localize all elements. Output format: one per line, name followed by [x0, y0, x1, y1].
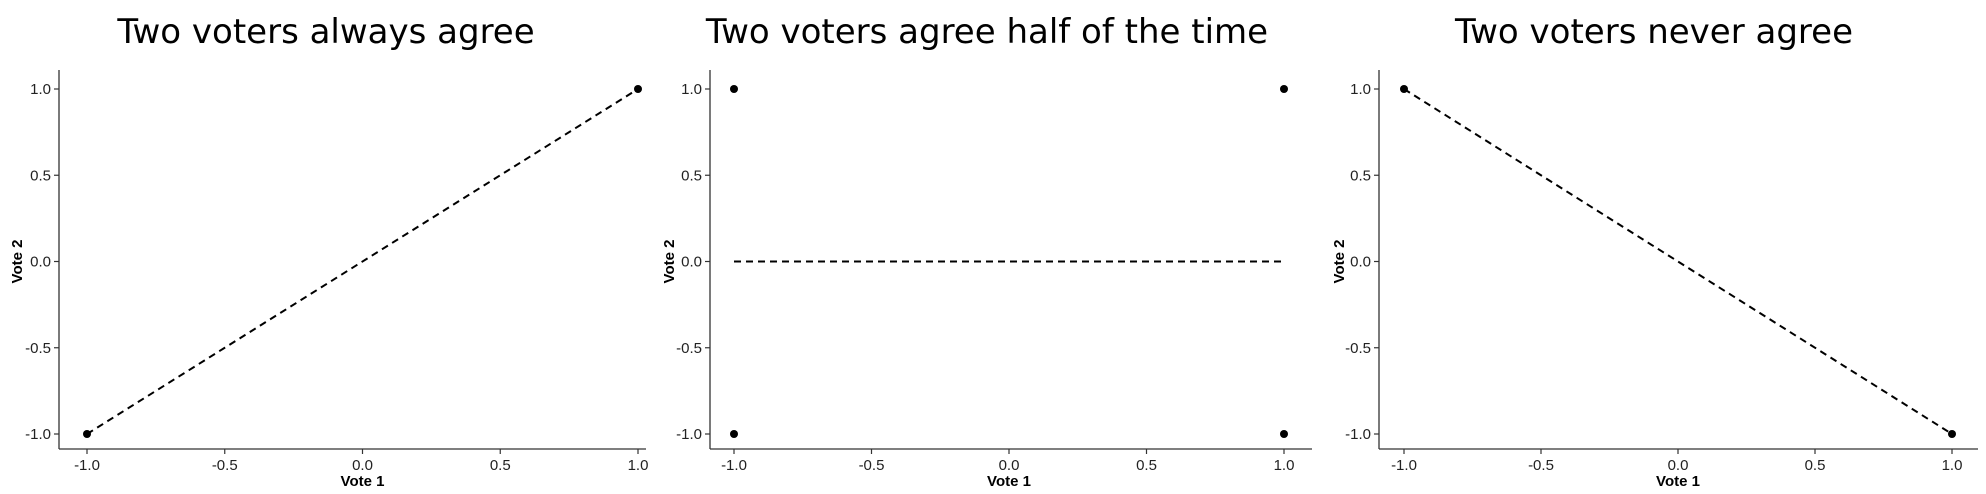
data-point	[730, 430, 738, 438]
x-axis-title: Vote 1	[987, 473, 1031, 490]
y-tick-label: 0.0	[30, 254, 51, 271]
x-tick-label: -0.5	[859, 457, 885, 474]
data-point	[1280, 85, 1288, 93]
y-tick-label: -0.5	[676, 340, 702, 357]
data-point	[730, 85, 738, 93]
x-axis-title: Vote 1	[1656, 473, 1700, 490]
chart-title: Two voters agree half of the time	[705, 12, 1269, 52]
x-tick-label: 0.0	[1668, 457, 1689, 474]
x-tick-label: 1.0	[1942, 457, 1963, 474]
scatter-plot: -1.0 -0.5 0.0 0.5 1.0 -1.0 -0.5 0.0 0.5 1.0 Vote 1…	[1331, 70, 1978, 490]
x-tick-label: 0.5	[1805, 457, 1826, 474]
y-tick-label: -0.5	[25, 340, 51, 357]
y-tick-label: -1.0	[25, 426, 51, 443]
x-tick-label: 0.0	[999, 457, 1020, 474]
chart-title: Two voters always agree	[117, 12, 535, 52]
dashed-fit-line	[1403, 88, 1953, 435]
data-point	[634, 85, 642, 93]
y-axis-title: Vote 2	[661, 240, 678, 284]
x-tick-label: 0.5	[1136, 457, 1157, 474]
y-axis-title: Vote 2	[1331, 240, 1348, 284]
data-point	[1400, 85, 1408, 93]
dashed-fit-line	[86, 88, 639, 435]
x-tick-label: 1.0	[1274, 457, 1295, 474]
data-point	[1948, 430, 1956, 438]
scatter-plot: -1.0 -0.5 0.0 0.5 1.0 -1.0 -0.5 0.0 0.5 1.0 Vote 1…	[661, 70, 1312, 490]
data-point	[83, 430, 91, 438]
y-tick-label: 1.0	[30, 81, 51, 98]
x-tick-label: -0.5	[212, 457, 238, 474]
y-tick-label: 1.0	[681, 81, 702, 98]
x-axis-title: Vote 1	[341, 473, 385, 490]
y-tick-label: -0.5	[1345, 340, 1371, 357]
y-axis-title: Vote 2	[9, 240, 26, 284]
chart-panel-always-agree: Two voters always agree -1.0 -0.5 0.0 0.5 1.…	[0, 0, 652, 494]
x-tick-label: 0.5	[490, 457, 511, 474]
y-tick-label: -1.0	[1345, 426, 1371, 443]
chart-title: Two voters never agree	[1454, 12, 1853, 52]
x-tick-label: -0.5	[1528, 457, 1554, 474]
x-tick-label: -1.0	[721, 457, 747, 474]
y-tick-label: 0.5	[1350, 167, 1371, 184]
x-tick-label: -1.0	[1391, 457, 1417, 474]
x-tick-label: 1.0	[628, 457, 649, 474]
y-tick-label: 0.0	[681, 254, 702, 271]
scatter-plot: -1.0 -0.5 0.0 0.5 1.0 -1.0 -0.5 0.0 0.5 1.0 Vote 1…	[9, 70, 649, 490]
y-tick-label: 0.0	[1350, 254, 1371, 271]
y-tick-label: 1.0	[1350, 81, 1371, 98]
y-tick-label: -1.0	[676, 426, 702, 443]
y-tick-label: 0.5	[681, 167, 702, 184]
x-tick-label: 0.0	[352, 457, 373, 474]
chart-panel-never-agree: Two voters never agree -1.0 -0.5 0.0 0.5 1.0…	[1322, 0, 1986, 494]
chart-panel-agree-half: Two voters agree half of the time -1.0 -0…	[652, 0, 1322, 494]
y-tick-label: 0.5	[30, 167, 51, 184]
x-tick-label: -1.0	[74, 457, 100, 474]
data-point	[1280, 430, 1288, 438]
